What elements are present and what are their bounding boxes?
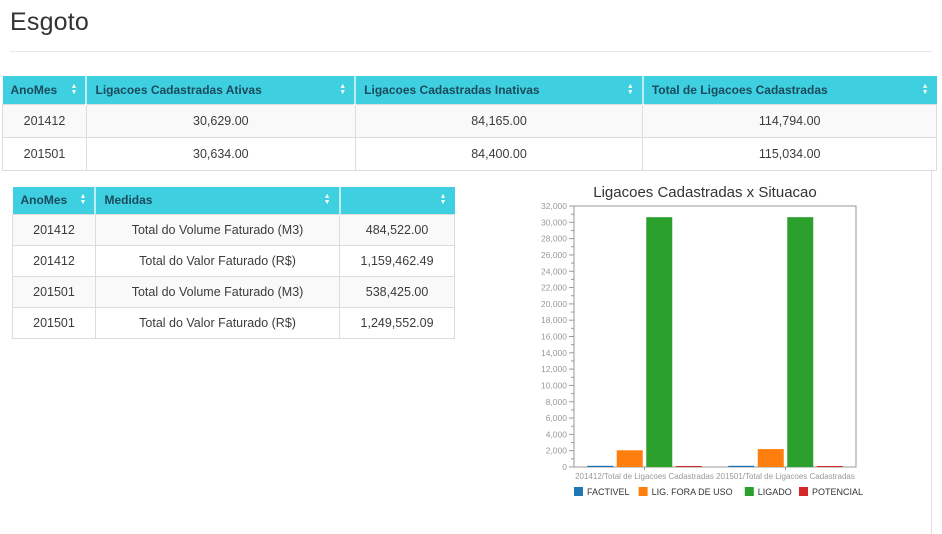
sort-icon[interactable]: ▲ ▼ bbox=[323, 193, 331, 207]
cell-ativas: 30,634.00 bbox=[85, 136, 356, 171]
header-label: Ligacoes Cadastradas Inativas bbox=[364, 82, 540, 97]
legend-swatch-lig-fora-de-uso[interactable] bbox=[638, 486, 648, 496]
table-row: 201501 30,634.00 84,400.00 115,034.00 bbox=[2, 136, 937, 171]
ligacoes-situacao-chart: Ligacoes Cadastradas x Situacao 0 2,000 4,0… bbox=[541, 184, 863, 497]
y-tick-label: 20,000 bbox=[541, 298, 567, 308]
legend-label[interactable]: LIGADO bbox=[758, 487, 792, 497]
header-label: Medidas bbox=[104, 193, 153, 208]
table-row: 201412 Total do Volume Faturado (M3) 484… bbox=[12, 214, 455, 246]
y-tick-label: 24,000 bbox=[541, 266, 567, 276]
medidas-header-medidas[interactable]: Medidas ▲ ▼ bbox=[95, 186, 341, 215]
sort-icon[interactable]: ▲ ▼ bbox=[626, 82, 634, 96]
table-row: 201501 Total do Valor Faturado (R$) 1,24… bbox=[12, 307, 455, 339]
ligacoes-header-ativas[interactable]: Ligacoes Cadastradas Ativas ▲ ▼ bbox=[86, 76, 357, 104]
sort-icon[interactable]: ▲ ▼ bbox=[439, 193, 447, 207]
cell-medida: Total do Volume Faturado (M3) bbox=[94, 276, 341, 308]
chart-container: Ligacoes Cadastradas x Situacao 0 2,000 4,0… bbox=[528, 179, 931, 516]
cell-medida: Total do Volume Faturado (M3) bbox=[94, 214, 341, 246]
bar-factivel-201412[interactable] bbox=[587, 465, 614, 467]
header-label: Ligacoes Cadastradas Ativas bbox=[95, 82, 262, 97]
medidas-table-header-row: AnoMes ▲ ▼ Medidas ▲ ▼ ▲ ▼ bbox=[12, 186, 455, 215]
bar-lig-fora-de-uso-201412[interactable] bbox=[616, 449, 643, 467]
page-title: Esgoto bbox=[10, 8, 90, 36]
cell-total: 115,034.00 bbox=[642, 136, 937, 171]
ligacoes-header-anomes[interactable]: AnoMes ▲ ▼ bbox=[2, 76, 88, 104]
y-tick-label: 2,000 bbox=[546, 445, 568, 455]
y-tick-label: 18,000 bbox=[541, 315, 567, 325]
x-axis-label: 201501/Total de Ligacoes Cadastradas bbox=[716, 472, 855, 481]
title-divider bbox=[10, 51, 932, 52]
left-column: AnoMes ▲ ▼ Medidas ▲ ▼ ▲ ▼ bbox=[0, 171, 470, 534]
cell-anomes: 201412 bbox=[2, 103, 87, 138]
bar-potencial-201412[interactable] bbox=[675, 465, 702, 467]
cell-valor: 538,425.00 bbox=[339, 276, 455, 308]
legend-label[interactable]: LIG. FORA DE USO bbox=[652, 487, 733, 497]
bar-ligado-201412[interactable] bbox=[646, 216, 673, 467]
sort-icon[interactable]: ▲ ▼ bbox=[70, 82, 78, 96]
cell-valor: 1,159,462.49 bbox=[339, 245, 455, 277]
chart-title: Ligacoes Cadastradas x Situacao bbox=[593, 184, 816, 201]
legend-swatch-potencial[interactable] bbox=[799, 486, 808, 496]
cell-total: 114,794.00 bbox=[642, 103, 937, 138]
cell-valor: 484,522.00 bbox=[339, 214, 455, 246]
y-tick-label: 14,000 bbox=[541, 347, 567, 357]
legend-swatch-ligado[interactable] bbox=[744, 486, 754, 496]
table-row: 201412 30,629.00 84,165.00 114,794.00 bbox=[2, 103, 937, 138]
y-tick-label: 10,000 bbox=[541, 380, 567, 390]
header-label: AnoMes bbox=[20, 193, 68, 208]
y-tick-label: 16,000 bbox=[541, 331, 567, 341]
bar-lig-fora-de-uso-201501[interactable] bbox=[757, 448, 784, 467]
ligacoes-table: AnoMes ▲ ▼ Ligacoes Cadastradas Ativas ▲ ▼… bbox=[2, 76, 937, 171]
legend-label[interactable]: POTENCIAL bbox=[812, 487, 863, 497]
legend-swatch-factivel[interactable] bbox=[574, 486, 583, 496]
y-tick-label: 32,000 bbox=[541, 201, 567, 211]
bar-potencial-201501[interactable] bbox=[816, 465, 843, 467]
cell-anomes: 201501 bbox=[12, 307, 96, 339]
cell-ativas: 30,629.00 bbox=[85, 103, 356, 138]
ligacoes-table-header-row: AnoMes ▲ ▼ Ligacoes Cadastradas Ativas ▲ ▼… bbox=[2, 76, 937, 104]
sort-icon[interactable]: ▲ ▼ bbox=[339, 82, 347, 96]
y-tick-label: 12,000 bbox=[541, 364, 567, 374]
y-tick-label: 30,000 bbox=[541, 217, 567, 227]
medidas-header-anomes[interactable]: AnoMes ▲ ▼ bbox=[12, 186, 97, 215]
ligacoes-header-total[interactable]: Total de Ligacoes Cadastradas ▲ ▼ bbox=[642, 76, 937, 104]
cell-medida: Total do Valor Faturado (R$) bbox=[94, 245, 341, 277]
y-tick-label: 28,000 bbox=[541, 233, 567, 243]
sort-icon[interactable]: ▲ ▼ bbox=[921, 82, 929, 96]
cell-anomes: 201501 bbox=[12, 276, 96, 308]
x-axis-label: 201412/Total de Ligacoes Cadastradas bbox=[575, 472, 714, 481]
medidas-table: AnoMes ▲ ▼ Medidas ▲ ▼ ▲ ▼ bbox=[12, 186, 455, 339]
bar-factivel-201501[interactable] bbox=[728, 465, 755, 467]
content-row: AnoMes ▲ ▼ Medidas ▲ ▼ ▲ ▼ bbox=[0, 170, 942, 534]
cell-valor: 1,249,552.09 bbox=[339, 307, 455, 339]
table-row: 201412 Total do Valor Faturado (R$) 1,15… bbox=[12, 245, 455, 277]
bar-ligado-201501[interactable] bbox=[787, 216, 814, 467]
header-label: AnoMes bbox=[10, 82, 58, 97]
cell-anomes: 201501 bbox=[2, 136, 87, 171]
y-tick-label: 6,000 bbox=[546, 413, 568, 423]
cell-inativas: 84,400.00 bbox=[354, 136, 644, 171]
y-tick-label: 4,000 bbox=[546, 429, 568, 439]
cell-inativas: 84,165.00 bbox=[354, 103, 644, 138]
header-label: Total de Ligacoes Cadastradas bbox=[651, 82, 828, 97]
legend-label[interactable]: FACTIVEL bbox=[587, 487, 630, 497]
cell-anomes: 201412 bbox=[12, 245, 96, 277]
plot-area bbox=[573, 205, 857, 467]
ligacoes-header-inativas[interactable]: Ligacoes Cadastradas Inativas ▲ ▼ bbox=[355, 76, 644, 104]
table-row: 201501 Total do Volume Faturado (M3) 538… bbox=[12, 276, 455, 308]
y-tick-label: 8,000 bbox=[546, 396, 568, 406]
y-tick-label: 22,000 bbox=[541, 282, 567, 292]
medidas-header-valor[interactable]: ▲ ▼ bbox=[339, 186, 455, 215]
right-column: Ligacoes Cadastradas x Situacao 0 2,000 4,0… bbox=[470, 170, 932, 534]
cell-anomes: 201412 bbox=[12, 214, 96, 246]
sort-icon[interactable]: ▲ ▼ bbox=[79, 193, 87, 207]
y-tick-label: 0 bbox=[562, 462, 567, 472]
cell-medida: Total do Valor Faturado (R$) bbox=[94, 307, 341, 339]
y-tick-label: 26,000 bbox=[541, 249, 567, 259]
